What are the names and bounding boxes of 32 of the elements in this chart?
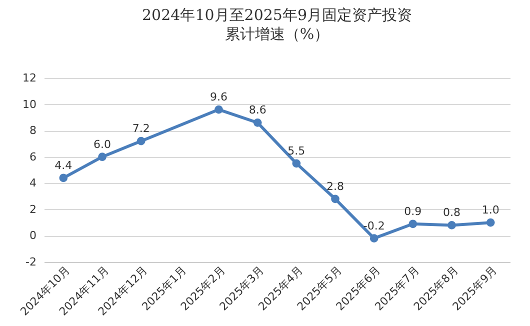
data-label: 5.5 bbox=[288, 144, 306, 158]
y-tick-label: 0 bbox=[30, 229, 36, 242]
data-label: 0.9 bbox=[404, 204, 422, 218]
y-tick-label: 10 bbox=[22, 98, 36, 111]
data-label: 2.8 bbox=[326, 180, 344, 193]
point bbox=[136, 136, 146, 146]
data-label: 4.4 bbox=[54, 158, 72, 172]
y-tick-label: 8 bbox=[30, 124, 36, 138]
y-tick-label: 6 bbox=[30, 150, 36, 164]
point bbox=[448, 221, 456, 230]
point bbox=[331, 194, 340, 204]
y-tick-label: -2 bbox=[26, 256, 36, 268]
chart-title: 2024年10月至2025年9月固定资产投资 bbox=[142, 6, 412, 24]
point bbox=[214, 105, 223, 114]
point bbox=[59, 174, 68, 182]
data-label: 6.0 bbox=[94, 138, 111, 151]
point bbox=[408, 220, 418, 228]
point bbox=[370, 234, 378, 243]
data-label: 8.6 bbox=[248, 104, 266, 117]
data-label: -0.2 bbox=[363, 219, 385, 232]
data-label: 9.6 bbox=[210, 90, 228, 104]
point bbox=[98, 152, 106, 162]
data-label: 1.0 bbox=[482, 204, 500, 217]
data-label: 0.8 bbox=[443, 206, 460, 220]
y-tick-label: 4 bbox=[30, 176, 36, 190]
y-tick-label: 12 bbox=[22, 72, 36, 84]
y-tick-label: 2 bbox=[30, 202, 36, 216]
data-label: 7.2 bbox=[132, 122, 150, 136]
point bbox=[253, 118, 262, 127]
point bbox=[486, 218, 495, 227]
chart-subtitle: 累计增速（%） bbox=[224, 25, 330, 43]
point bbox=[292, 159, 301, 168]
